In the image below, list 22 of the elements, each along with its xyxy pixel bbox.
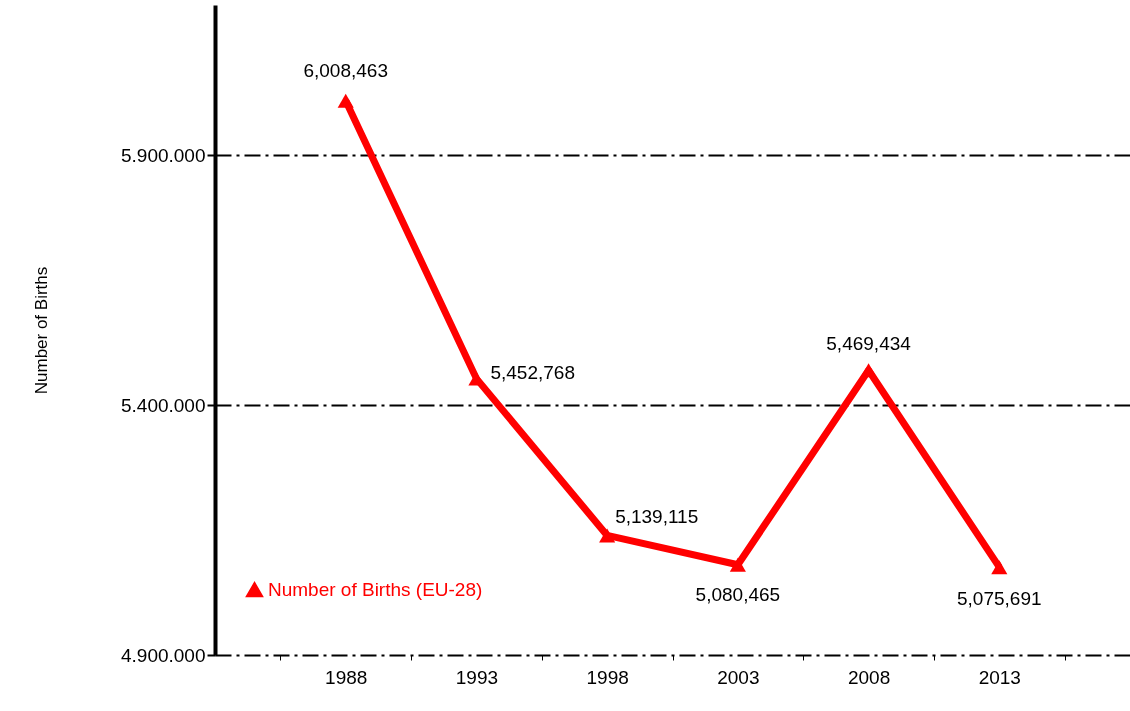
text: 5,075,691 [957,588,1042,610]
y-axis-title: Number of Births [31,266,51,395]
y-tick-label: 5.400.000 [120,394,206,416]
text: 5,139,115 [615,506,699,528]
point [729,557,746,572]
text: 6,008,463 [303,59,388,81]
x-tick-label: 2003 [717,666,760,688]
x-tick-label: 2013 [978,666,1021,688]
y-tick-label: 5.900.000 [120,144,206,166]
legend-label: Number of Births (EU-28) [268,578,483,600]
point [599,528,616,543]
x-tick-label: 1993 [455,666,499,688]
x-tick-label: 2008 [847,666,891,688]
text: 5,469,434 [826,333,911,355]
text: 5,080,465 [695,583,781,605]
point [991,560,1008,575]
point [860,363,877,378]
x-tick-label: 1998 [586,666,629,688]
point [337,93,354,108]
text: 5,452,768 [490,361,575,383]
y-tick-label: 4.900.000 [120,644,206,666]
x-tick-label: 1988 [325,666,368,688]
